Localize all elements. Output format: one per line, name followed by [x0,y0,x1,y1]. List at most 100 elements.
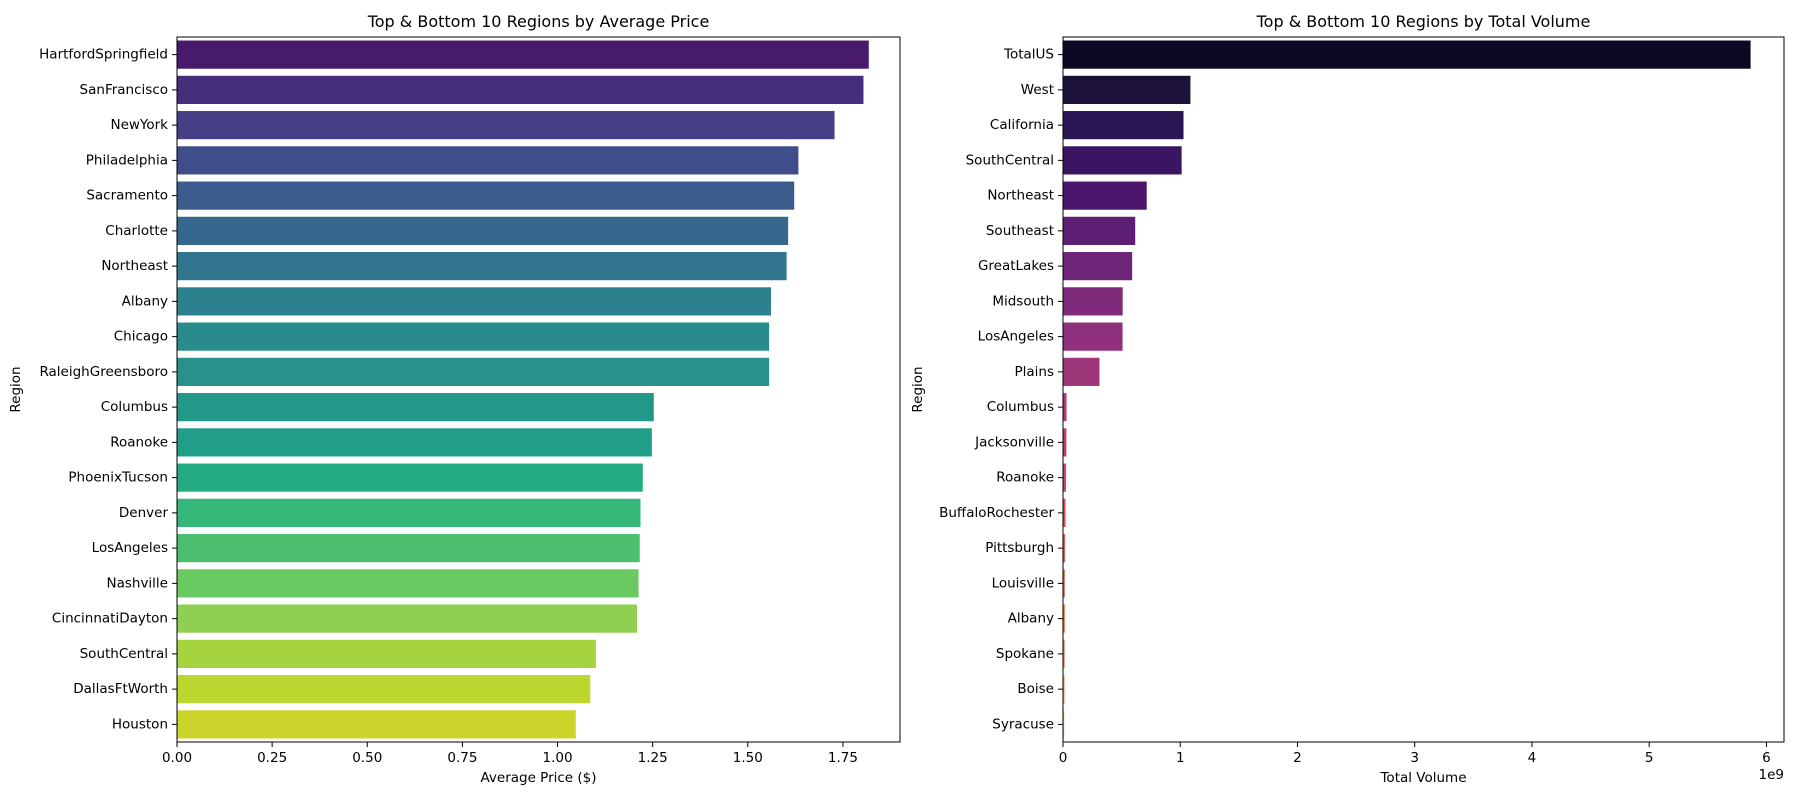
category-label-1-15: LosAngeles [92,540,168,556]
bar-1-5 [177,181,795,210]
category-label-2-14: BuffaloRochester [939,505,1054,521]
bar-1-17 [177,604,638,633]
bar-1-16 [177,569,639,598]
x-tick-label-1-4: 0.75 [447,750,477,766]
plot-frame-2 [1062,36,1785,743]
y-axis-label-2: Region [910,366,926,412]
x-tick-label-1-3: 0.50 [352,750,382,766]
bar-2-16 [1063,569,1065,598]
bar-1-7 [177,252,787,281]
x-tick-label-1-2: 0.25 [257,750,287,766]
bar-2-17 [1063,604,1065,633]
x-tick-label-1-6: 1.25 [638,750,668,766]
category-label-2-12: Jacksonville [974,434,1054,450]
chart-panel-1: HartfordSpringfield SanFrancisco NewYork Ph… [8,12,901,786]
chart-title-1: Top & Bottom 10 Regions by Average Price [367,12,710,31]
category-label-2-20: Syracuse [992,716,1054,732]
x-tick-label-2-7: 6 [1762,750,1771,766]
bar-2-10 [1063,357,1100,386]
bar-1-20 [177,710,576,739]
plot-frame-1 [176,36,901,743]
category-label-1-19: DallasFtWorth [73,681,168,697]
category-label-2-13: Roanoke [996,470,1054,486]
bar-2-1 [1063,40,1751,69]
y-axis-label-1: Region [8,366,24,412]
category-label-1-11: Columbus [101,399,168,415]
category-label-2-15: Pittsburgh [985,540,1054,556]
category-label-1-17: CincinnatiDayton [52,611,168,627]
bar-1-14 [177,498,641,527]
category-label-1-10: RaleighGreensboro [39,364,168,380]
bar-2-18 [1063,639,1065,668]
bar-1-2 [177,75,864,104]
x-axis-label-2: Total Volume [1379,770,1466,786]
category-label-1-5: Sacramento [86,188,168,204]
x-tick-label-2-3: 2 [1293,750,1302,766]
category-label-1-3: NewYork [110,117,168,133]
x-tick-label-1-8: 1.75 [828,750,858,766]
category-label-1-13: PhoenixTucson [68,470,168,486]
category-label-2-2: West [1021,82,1054,98]
category-label-2-3: California [990,117,1054,133]
bar-1-9 [177,322,770,351]
bar-2-4 [1063,146,1182,175]
category-label-2-5: Northeast [987,188,1054,204]
bar-1-15 [177,534,640,563]
bar-2-11 [1063,393,1067,422]
bar-2-3 [1063,111,1184,140]
category-label-1-18: SouthCentral [80,646,168,662]
x-tick-label-2-6: 5 [1645,750,1654,766]
category-label-1-16: Nashville [106,575,168,591]
bar-2-8 [1063,287,1123,316]
x-axis-offset-2: 1e9 [1759,767,1784,783]
category-label-2-6: Southeast [986,223,1054,239]
category-label-2-9: LosAngeles [978,329,1054,345]
bar-1-18 [177,639,596,668]
chart-title-2: Top & Bottom 10 Regions by Total Volume [1256,12,1591,31]
bar-2-5 [1063,181,1147,210]
category-label-1-4: Philadelphia [86,152,168,168]
x-tick-label-2-1: 0 [1059,750,1068,766]
x-tick-label-1-7: 1.50 [733,750,763,766]
category-label-1-6: Charlotte [105,223,168,239]
category-label-1-7: Northeast [101,258,168,274]
bar-2-2 [1063,75,1191,104]
category-label-2-18: Spokane [996,646,1054,662]
bar-2-12 [1063,428,1067,457]
x-tick-label-2-2: 1 [1176,750,1185,766]
bar-1-3 [177,111,835,140]
category-label-2-4: SouthCentral [966,152,1054,168]
x-axis-label-1: Average Price ($) [480,770,596,786]
category-label-1-8: Albany [122,293,168,309]
bar-1-10 [177,357,770,386]
category-label-2-16: Louisville [992,575,1054,591]
bar-1-11 [177,393,654,422]
bar-1-8 [177,287,772,316]
x-tick-label-1-5: 1.00 [542,750,572,766]
category-label-1-2: SanFrancisco [80,82,168,98]
bar-2-9 [1063,322,1123,351]
category-label-1-20: Houston [112,716,168,732]
x-tick-label-2-4: 3 [1410,750,1419,766]
category-label-1-14: Denver [119,505,169,521]
category-label-2-19: Boise [1017,681,1054,697]
x-tick-label-2-5: 4 [1528,750,1537,766]
category-label-1-9: Chicago [114,329,168,345]
bar-2-7 [1063,252,1133,281]
category-label-1-1: HartfordSpringfield [39,47,168,63]
bar-1-1 [177,40,869,69]
bar-1-6 [177,216,789,245]
category-label-2-1: TotalUS [1003,47,1054,63]
bar-2-14 [1063,498,1066,527]
category-label-2-17: Albany [1008,611,1054,627]
category-label-1-12: Roanoke [110,434,168,450]
bar-2-15 [1063,534,1066,563]
category-label-2-10: Plains [1014,364,1054,380]
bar-2-13 [1063,463,1067,492]
chart-panel-2: TotalUS West California SouthCentral Northea… [910,12,1785,786]
bar-1-4 [177,146,799,175]
x-tick-label-1-1: 0.00 [162,750,192,766]
bar-1-12 [177,428,652,457]
